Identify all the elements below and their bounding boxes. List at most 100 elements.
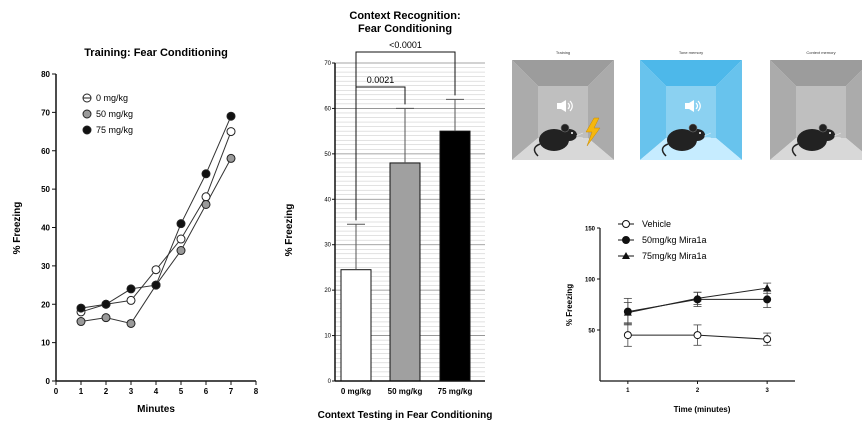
- training-data-point: [176, 246, 186, 256]
- mira1a-legend-marker: [622, 236, 630, 244]
- speaker-body: [557, 103, 561, 109]
- context-y-tick-label: 10: [324, 334, 331, 340]
- context-chart-subtitle: Fear Conditioning: [358, 23, 452, 35]
- training-x-tick-label: 8: [254, 387, 259, 396]
- training-y-tick-label: 70: [41, 108, 50, 117]
- training-data-point: [76, 317, 86, 327]
- speaker-icon: [557, 100, 573, 112]
- training-chart: Training: Fear Conditioning Minutes % Fr…: [12, 47, 259, 415]
- sound-wave: [567, 102, 571, 110]
- context-y-tick-label: 20: [324, 288, 331, 294]
- training-x-tick-label: 5: [179, 387, 184, 396]
- mira1a-x-tick-label: 1: [626, 388, 630, 394]
- mira1a-chart: Time (minutes) % Freezing 50 100 150 1 2 3 Ve…: [565, 219, 795, 414]
- training-legend-marker: [82, 125, 92, 135]
- mouse-whisker: [833, 132, 842, 137]
- speaker-cone: [689, 100, 694, 112]
- training-x-tick-label: 2: [104, 387, 109, 396]
- mira1a-y-tick-label: 100: [585, 278, 596, 284]
- mira1a-legend-marker: [622, 252, 630, 259]
- chamber-left-wall: [640, 60, 666, 160]
- context-chart: Context Recognition: Fear Conditioning C…: [284, 10, 492, 421]
- context-category-label: 50 mg/kg: [388, 387, 423, 396]
- training-x-tick-label: 4: [154, 387, 159, 396]
- training-data-point: [201, 192, 211, 202]
- mouse-ear: [818, 123, 828, 133]
- mira1a-data-point: [693, 331, 702, 340]
- training-data-point: [76, 303, 86, 313]
- illustration-caption: Tone memory: [679, 50, 703, 55]
- training-y-tick-label: 50: [41, 185, 50, 194]
- training-y-tick-label: 40: [41, 224, 50, 233]
- illustration-caption: Context memory: [806, 50, 835, 55]
- illustration-panel: Tone memory: [640, 50, 742, 160]
- training-x-tick-label: 7: [229, 387, 234, 396]
- mira1a-legend-label: 75mg/kg Mira1a: [642, 251, 707, 261]
- mouse-ear: [688, 123, 698, 133]
- mira1a-legend-marker: [622, 220, 630, 228]
- speaker-cone: [561, 100, 566, 112]
- mira1a-data-point: [763, 335, 772, 344]
- training-y-tick-label: 80: [41, 70, 50, 79]
- lightning-bolt-icon: [585, 117, 601, 147]
- training-data-point: [151, 265, 161, 275]
- mira1a-data-point: [763, 295, 772, 304]
- chamber-left-wall: [512, 60, 538, 160]
- training-data-point: [201, 199, 211, 209]
- chamber-top-wall: [640, 60, 742, 86]
- chamber-right-wall: [846, 70, 862, 152]
- training-data-point: [226, 111, 236, 121]
- context-category-label: 0 mg/kg: [341, 387, 371, 396]
- mira1a-y-axis-label: % Freezing: [565, 284, 574, 326]
- training-legend-marker: [82, 109, 92, 119]
- significance-label: 0.0021: [367, 75, 395, 85]
- training-data-point: [126, 284, 136, 294]
- mouse-icon: [791, 123, 842, 157]
- training-data-point: [176, 234, 186, 244]
- mouse-tail: [533, 143, 541, 157]
- context-y-tick-label: 50: [324, 152, 331, 158]
- training-y-tick-label: 0: [46, 377, 51, 386]
- mouse-whisker: [575, 136, 584, 139]
- mouse-tail: [661, 143, 669, 157]
- mouse-whisker: [703, 132, 712, 137]
- mira1a-legend: Vehicle 50mg/kg Mira1a 75mg/kg Mira1a: [618, 219, 707, 261]
- training-chart-title: Training: Fear Conditioning: [84, 47, 228, 59]
- training-data-point: [126, 295, 136, 305]
- speaker-body: [685, 103, 689, 109]
- mira1a-data-point: [693, 294, 702, 302]
- mouse-eye: [571, 132, 573, 134]
- mira1a-y-tick-label: 150: [585, 227, 596, 233]
- mouse-whisker: [575, 132, 584, 137]
- context-y-tick-label: 70: [324, 61, 331, 67]
- training-data-point: [226, 127, 236, 137]
- context-y-tick-label: 0: [328, 379, 332, 385]
- mouse-icon: [533, 123, 584, 157]
- mira1a-data-point: [623, 331, 632, 340]
- training-legend-label: 50 mg/kg: [96, 109, 133, 119]
- mira1a-x-tick-label: 2: [696, 388, 700, 394]
- training-y-tick-label: 10: [41, 339, 50, 348]
- training-y-tick-label: 20: [41, 300, 50, 309]
- speaker-icon: [685, 100, 701, 112]
- training-series-line: [80, 158, 232, 325]
- training-data-point: [201, 169, 211, 179]
- illustration-caption: Training: [556, 50, 570, 55]
- training-data-point: [126, 318, 136, 328]
- context-category-label: 75 mg/kg: [438, 387, 473, 396]
- training-legend: 0 mg/kg 50 mg/kg 75 mg/kg: [82, 93, 133, 135]
- chamber-right-wall: [716, 60, 742, 160]
- training-data-point: [101, 299, 111, 309]
- mouse-eye: [699, 132, 701, 134]
- training-legend-label: 0 mg/kg: [96, 93, 128, 103]
- context-x-axis-label: Context Testing in Fear Conditioning: [318, 410, 493, 421]
- sound-wave: [697, 100, 701, 112]
- context-bar: [389, 162, 421, 382]
- sound-wave: [569, 100, 573, 112]
- training-y-tick-label: 30: [41, 262, 50, 271]
- training-x-tick-label: 6: [204, 387, 209, 396]
- mira1a-y-tick-label: 50: [588, 329, 595, 335]
- sound-wave: [695, 102, 699, 110]
- mira1a-x-axis-label: Time (minutes): [674, 405, 731, 414]
